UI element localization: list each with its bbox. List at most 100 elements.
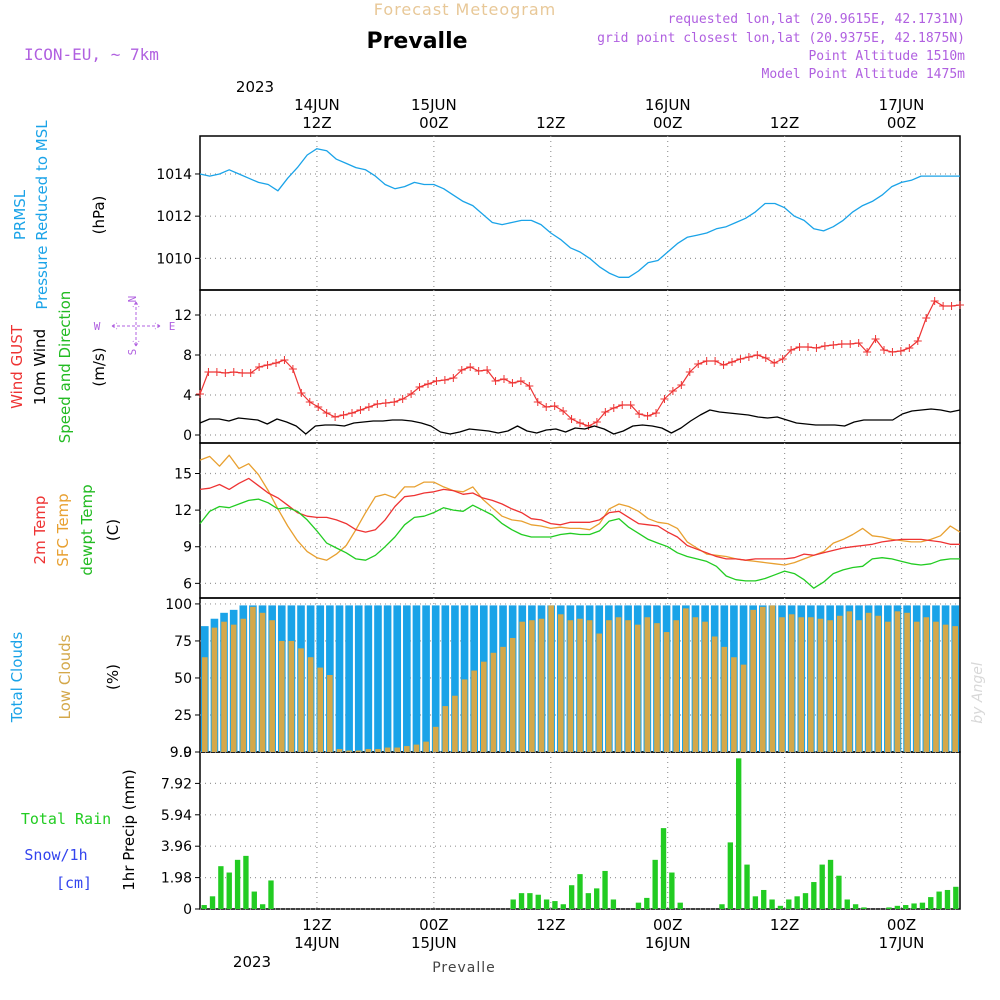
compass-south: S <box>126 349 139 356</box>
bottom-axis-date: 17JUN <box>879 934 925 952</box>
low-cloud-bar <box>365 749 372 752</box>
low-cloud-bar <box>461 679 468 752</box>
low-cloud-bar <box>817 618 824 752</box>
precip-bar <box>752 896 759 909</box>
low-cloud-bar <box>548 605 554 752</box>
gust-marker <box>567 415 576 423</box>
pressure-desc-label: Pressure Reduced to MSL <box>33 120 51 310</box>
top-axis-hour: 12Z <box>302 114 331 132</box>
total-cloud-bar <box>345 605 353 752</box>
compass-cross <box>111 301 161 347</box>
temperature-panel: 2m Temp SFC Temp dewpt Temp (C) 6 9 12 15 <box>31 454 961 592</box>
low-cloud-bar <box>846 611 853 752</box>
precip-bar <box>535 894 541 909</box>
low-cloud-bar <box>827 620 833 752</box>
gust-marker <box>947 302 956 310</box>
gust-marker <box>407 390 416 398</box>
low-cloud-bar <box>432 726 439 752</box>
low-cloud-bar <box>923 617 930 752</box>
gust-marker <box>820 342 829 350</box>
low-cloud-bar <box>509 637 516 752</box>
gust-marker <box>956 301 964 309</box>
temp-sfc-label: SFC Temp <box>54 493 72 566</box>
gust-marker <box>474 367 483 375</box>
gust-marker <box>229 368 238 376</box>
total-cloud-bar <box>412 605 421 752</box>
gust-marker <box>753 351 762 359</box>
low-cloud-bar <box>529 620 535 752</box>
low-cloud-bar <box>230 624 237 752</box>
y-tick-label: 9.9 <box>170 745 192 761</box>
top-axis-hour: 12Z <box>770 114 799 132</box>
precip-bar <box>936 891 942 909</box>
gust-marker <box>829 341 838 349</box>
panel-frame-1 <box>199 135 961 291</box>
compass-east: E <box>169 320 176 333</box>
gust-marker <box>618 401 627 409</box>
low-cloud-bar <box>606 620 612 752</box>
gust-marker <box>930 297 939 305</box>
low-cloud-bar <box>759 606 766 752</box>
low-cloud-bar <box>808 617 814 752</box>
point-altitude: Point Altitude 1510m <box>808 49 965 64</box>
gust-marker <box>483 366 492 374</box>
low-cloud-bar <box>259 612 266 752</box>
low-cloud-bar <box>740 664 747 752</box>
total-clouds-label: Total Clouds <box>8 632 26 724</box>
low-cloud-bar <box>904 612 910 752</box>
gust-marker <box>736 355 745 363</box>
gust-marker <box>525 382 534 390</box>
panel-grids <box>316 136 903 909</box>
total-cloud-bar <box>422 605 430 752</box>
low-cloud-bar <box>471 670 477 752</box>
gust-marker <box>643 412 652 420</box>
bottom-axis-hour: 00Z <box>653 916 682 934</box>
bottom-axis-year: 2023 <box>233 953 271 971</box>
temp-2m-label: 2m Temp <box>31 496 49 565</box>
y-tick-label: 1.98 <box>161 871 192 887</box>
low-cloud-bar <box>933 621 939 752</box>
low-cloud-bar <box>269 620 275 752</box>
low-cloud-bar <box>634 624 641 752</box>
precip-bar <box>543 899 550 909</box>
wind-direction-label: Speed and Direction <box>56 291 74 444</box>
gust-marker <box>238 369 247 377</box>
gust-marker <box>542 403 551 411</box>
gust-marker <box>854 339 863 347</box>
low-cloud-bar <box>480 661 487 752</box>
gust-marker <box>846 340 855 348</box>
y-tick-label: 1012 <box>156 209 192 225</box>
snow-unit-label: [cm] <box>56 874 92 892</box>
gust-marker <box>719 361 728 369</box>
y-tick-label: 25 <box>174 708 192 724</box>
low-cloud-bar <box>327 675 333 752</box>
low-cloud-bar <box>654 623 660 752</box>
model-altitude: Model Point Altitude 1475m <box>762 67 966 82</box>
temp-unit-label: (C) <box>104 519 122 541</box>
precip-bar <box>234 859 241 909</box>
precip-bar <box>911 903 917 909</box>
gust-marker <box>322 409 331 417</box>
gust-marker <box>373 400 382 408</box>
bottom-axis-hour: 12Z <box>770 916 799 934</box>
low-cloud-bar <box>750 609 756 752</box>
gust-marker <box>863 348 872 356</box>
precip-bar <box>669 872 675 909</box>
gust-marker <box>533 398 542 406</box>
compass-north: N <box>126 296 139 303</box>
precip-bar <box>844 899 850 909</box>
low-cloud-bar <box>615 617 622 752</box>
total-cloud-bar <box>335 605 344 752</box>
gust-marker <box>398 395 407 403</box>
compass-west: W <box>94 320 101 333</box>
gust-marker <box>804 343 812 351</box>
temp-2m-line <box>199 477 960 561</box>
gust-line <box>199 300 961 427</box>
precip-bar <box>861 907 867 909</box>
low-cloud-bar <box>413 744 420 752</box>
precip-bar <box>518 893 525 909</box>
low-cloud-bar <box>538 618 545 752</box>
pressure-unit-label: (hPa) <box>90 196 108 235</box>
total-cloud-bar <box>441 605 450 752</box>
